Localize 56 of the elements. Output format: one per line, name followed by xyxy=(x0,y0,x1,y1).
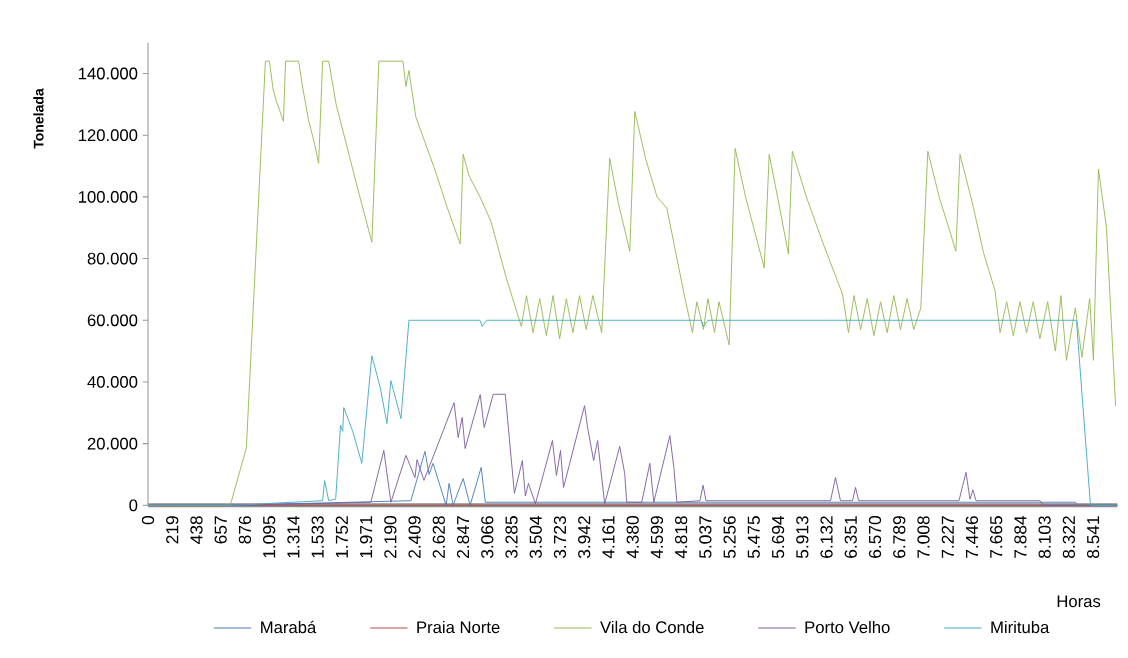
x-tick-label: 7.665 xyxy=(990,516,1003,558)
x-tick-label: 6.570 xyxy=(868,516,882,558)
x-tick-label: 5.475 xyxy=(747,516,760,559)
x-tick-label: 1.533 xyxy=(311,516,324,558)
legend-label: Mirituba xyxy=(991,620,1050,634)
x-tick-label: 1.752 xyxy=(335,516,349,558)
y-tick-label: 80.000 xyxy=(87,252,138,265)
x-tick-label: 7.884 xyxy=(1014,515,1027,558)
x-tick-label: 6.132 xyxy=(820,516,833,558)
x-tick-label: 3.723 xyxy=(553,516,567,559)
x-tick-label: 3.066 xyxy=(481,516,494,559)
x-tick-label: 3.942 xyxy=(578,516,591,559)
x-tick-label: 1.095 xyxy=(263,516,276,558)
legend-label: Praia Norte xyxy=(417,620,500,634)
x-tick-label: 876 xyxy=(238,516,252,544)
legend-label: Marabá xyxy=(261,620,317,634)
x-tick-label: 7.446 xyxy=(965,516,979,558)
x-tick-label: 2.190 xyxy=(384,516,397,558)
x-tick-label: 4.161 xyxy=(602,516,615,559)
x-tick-label: 5.913 xyxy=(796,516,809,559)
x-tick-label: 8.103 xyxy=(1038,516,1051,558)
x-tick-label: 5.256 xyxy=(723,516,736,559)
x-tick-label: 5.694 xyxy=(771,515,785,559)
x-tick-label: 1.314 xyxy=(287,515,300,558)
x-tick-label: 6.351 xyxy=(844,516,857,558)
x-tick-label: 1.971 xyxy=(359,516,373,558)
y-tick-label: 20.000 xyxy=(87,437,138,450)
x-axis-title: Horas xyxy=(1057,595,1101,608)
y-tick-label: 140.000 xyxy=(78,67,138,80)
x-tick-label: 4.818 xyxy=(675,516,688,559)
x-tick-label: 8.541 xyxy=(1086,516,1100,558)
x-tick-label: 8.322 xyxy=(1062,516,1076,558)
y-axis-title: Tonelada xyxy=(33,88,44,149)
y-tick-label: 0 xyxy=(129,499,138,512)
x-tick-label: 2.847 xyxy=(456,516,470,558)
y-tick-label: 60.000 xyxy=(87,314,138,327)
x-tick-label: 3.504 xyxy=(529,515,542,559)
line-series xyxy=(147,319,1118,506)
x-tick-label: 4.599 xyxy=(650,516,664,559)
x-tick-label: 7.227 xyxy=(941,516,954,558)
x-tick-label: 6.789 xyxy=(893,516,906,558)
legend-label: Vila do Conde xyxy=(600,620,704,634)
x-tick-label: 657 xyxy=(214,516,227,544)
y-tick-label: 120.000 xyxy=(78,129,138,142)
x-tick-label: 3.285 xyxy=(505,516,518,559)
y-tick-label: 40.000 xyxy=(87,376,138,388)
x-tick-label: 438 xyxy=(190,516,203,544)
y-tick-label: 100.000 xyxy=(78,191,138,203)
x-tick-label: 5.037 xyxy=(699,516,712,559)
x-tick-label: 0 xyxy=(141,516,155,525)
x-tick-label: 219 xyxy=(166,516,179,544)
legend-label: Porto Velho xyxy=(805,620,890,634)
x-tick-label: 7.008 xyxy=(917,516,930,558)
x-tick-label: 2.409 xyxy=(408,516,421,558)
x-tick-label: 4.380 xyxy=(626,516,639,559)
x-tick-label: 2.628 xyxy=(432,516,445,558)
